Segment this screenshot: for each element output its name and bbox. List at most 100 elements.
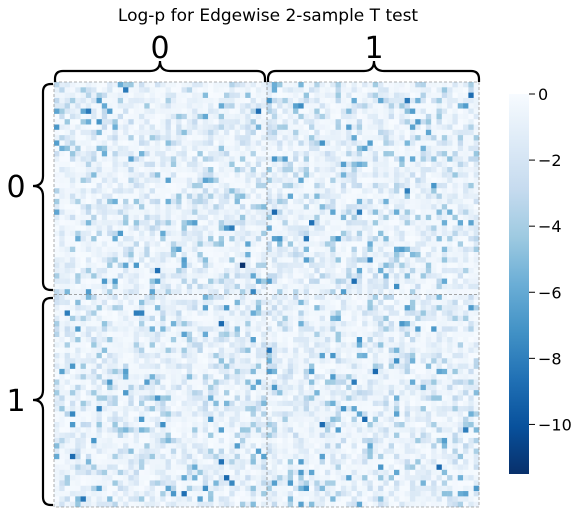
heatmap-cell xyxy=(54,278,60,285)
heatmap-cell xyxy=(255,145,262,152)
heatmap-cell xyxy=(250,246,257,253)
heatmap-cell xyxy=(330,273,336,279)
heatmap-cell xyxy=(208,337,214,343)
heatmap-cell xyxy=(149,400,156,407)
heatmap-cell xyxy=(224,225,230,232)
heatmap-cell xyxy=(457,395,464,402)
heatmap-cell xyxy=(271,326,278,332)
heatmap-cell xyxy=(293,204,299,210)
heatmap-cell xyxy=(128,294,134,301)
heatmap-cell xyxy=(335,97,342,104)
heatmap-cell xyxy=(107,374,113,380)
heatmap-cell xyxy=(144,87,150,93)
heatmap-cell xyxy=(165,151,172,157)
heatmap-cell xyxy=(112,97,119,104)
heatmap-cell xyxy=(441,374,448,380)
heatmap-cell xyxy=(399,209,405,216)
heatmap-cell xyxy=(367,209,374,216)
heatmap-cell xyxy=(96,321,103,327)
heatmap-cell xyxy=(409,188,416,194)
heatmap-cell xyxy=(420,278,427,285)
heatmap-cell xyxy=(96,337,103,343)
heatmap-cell xyxy=(409,342,416,348)
heatmap-cell xyxy=(96,113,103,120)
heatmap-cell xyxy=(420,204,427,210)
heatmap-cell xyxy=(128,129,134,136)
heatmap-cell xyxy=(208,273,214,279)
heatmap-cell xyxy=(346,315,352,322)
heatmap-cell xyxy=(80,305,87,311)
heatmap-cell xyxy=(436,384,443,391)
heatmap-cell xyxy=(378,167,384,173)
heatmap-cell xyxy=(436,267,443,274)
heatmap-cell xyxy=(473,252,480,258)
heatmap-cell xyxy=(208,156,214,162)
heatmap-cell xyxy=(468,400,474,407)
heatmap-cell xyxy=(436,140,443,147)
heatmap-cell xyxy=(468,257,474,263)
heatmap-cell xyxy=(208,172,214,178)
heatmap-cell xyxy=(96,384,103,391)
heatmap-cell xyxy=(160,411,166,417)
heatmap-cell xyxy=(224,294,230,301)
heatmap-cell xyxy=(123,321,129,327)
heatmap-cell xyxy=(330,315,336,322)
heatmap-cell xyxy=(107,82,113,88)
heatmap-cell xyxy=(80,103,87,109)
heatmap-cell xyxy=(218,337,225,343)
heatmap-cell xyxy=(245,267,251,274)
heatmap-cell xyxy=(404,374,411,380)
heatmap-cell xyxy=(128,406,134,412)
heatmap-cell xyxy=(383,97,389,104)
heatmap-cell xyxy=(229,172,235,178)
heatmap-cell xyxy=(293,220,299,226)
heatmap-cell xyxy=(399,225,405,232)
heatmap-cell xyxy=(314,198,320,205)
heatmap-cell xyxy=(314,363,320,370)
heatmap-cell xyxy=(473,167,480,173)
heatmap-cell xyxy=(362,294,368,301)
heatmap-cell xyxy=(154,352,161,359)
heatmap-cell xyxy=(234,384,241,391)
heatmap-cell xyxy=(133,331,140,338)
heatmap-cell xyxy=(91,411,97,417)
heatmap-cell xyxy=(202,305,209,311)
heatmap-cell xyxy=(176,193,182,200)
heatmap-cell xyxy=(234,151,241,157)
heatmap-cell xyxy=(255,310,262,317)
heatmap-cell xyxy=(59,337,65,343)
heatmap-cell xyxy=(101,214,108,221)
heatmap-cell xyxy=(314,278,320,285)
heatmap-cell xyxy=(378,135,384,141)
heatmap-cell xyxy=(54,161,60,168)
heatmap-cell xyxy=(314,273,320,279)
heatmap-cell xyxy=(314,400,320,407)
heatmap-cell xyxy=(139,246,145,253)
heatmap-cell xyxy=(356,140,363,147)
heatmap-cell xyxy=(330,368,336,375)
heatmap-cell xyxy=(75,193,81,200)
heatmap-cell xyxy=(431,167,437,173)
heatmap-cell xyxy=(303,124,310,131)
heatmap-cell xyxy=(330,124,336,131)
heatmap-cell xyxy=(128,315,134,322)
heatmap-cell xyxy=(452,379,459,386)
heatmap-cell xyxy=(431,347,437,354)
heatmap-cell xyxy=(356,337,363,343)
heatmap-cell xyxy=(75,326,81,332)
heatmap-cell xyxy=(192,374,198,380)
heatmap-cell xyxy=(128,400,134,407)
heatmap-cell xyxy=(362,379,368,386)
heatmap-cell xyxy=(298,151,304,157)
heatmap-cell xyxy=(239,400,246,407)
heatmap-cell xyxy=(107,283,113,290)
heatmap-cell xyxy=(64,92,71,99)
heatmap-cell xyxy=(463,379,469,386)
heatmap-cell xyxy=(224,337,230,343)
heatmap-cell xyxy=(425,273,432,279)
heatmap-cell xyxy=(298,368,304,375)
heatmap-cell xyxy=(378,97,384,104)
heatmap-cell xyxy=(452,140,459,147)
heatmap-cell xyxy=(170,188,177,194)
heatmap-cell xyxy=(69,92,76,99)
